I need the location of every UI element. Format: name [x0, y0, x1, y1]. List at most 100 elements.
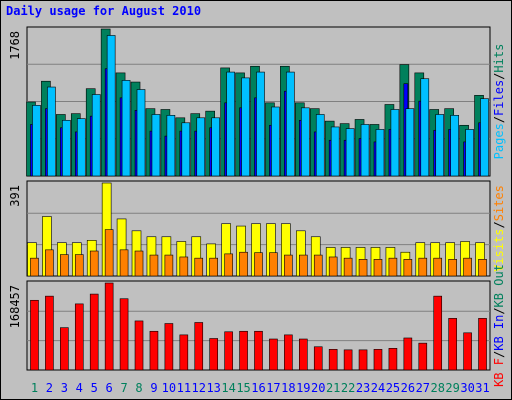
bar-2-0-20: [313, 346, 323, 371]
max-label-0: 1768: [8, 31, 22, 60]
bar-1-1-20: [313, 254, 323, 277]
bar-0-2-8: [136, 89, 146, 177]
bar-0-2-14: [226, 71, 235, 177]
bar-0-2-22: [345, 128, 355, 177]
bar-0-2-11: [181, 122, 191, 177]
bar-0-2-25: [390, 109, 400, 177]
day-label-27: 27: [416, 381, 430, 395]
bar-0-2-2: [47, 86, 56, 177]
day-label-30: 30: [460, 381, 474, 395]
bar-1-1-7: [119, 249, 129, 277]
day-label-29: 29: [445, 381, 459, 395]
bar-2-0-15: [239, 330, 248, 371]
bar-0-2-3: [62, 119, 71, 177]
bar-1-1-22: [343, 257, 353, 277]
bar-0-2-21: [330, 126, 340, 177]
day-label-16: 16: [251, 381, 265, 395]
bar-0-2-13: [211, 117, 220, 177]
bar-1-1-17: [269, 252, 278, 277]
bar-2-0-28: [433, 295, 443, 371]
bar-2-0-9: [149, 330, 159, 371]
day-label-20: 20: [311, 381, 325, 395]
day-label-10: 10: [162, 381, 176, 395]
day-label-1: 1: [31, 381, 38, 395]
bar-0-2-15: [241, 77, 250, 177]
bar-1-1-10: [164, 254, 174, 277]
bar-1-1-23: [358, 259, 368, 277]
day-label-14: 14: [221, 381, 235, 395]
day-label-11: 11: [177, 381, 191, 395]
bar-2-0-4: [74, 303, 84, 371]
day-label-28: 28: [430, 381, 444, 395]
day-label-9: 9: [150, 381, 157, 395]
day-label-4: 4: [76, 381, 83, 395]
bar-1-1-6: [104, 229, 114, 277]
bar-1-1-13: [209, 257, 218, 277]
bar-2-0-11: [179, 334, 189, 371]
bar-0-2-9: [151, 114, 161, 177]
bar-2-0-8: [134, 320, 144, 371]
bar-1-1-29: [448, 259, 457, 277]
bar-0-2-17: [271, 106, 280, 177]
day-label-18: 18: [281, 381, 295, 395]
day-label-7: 7: [120, 381, 127, 395]
bar-2-0-27: [418, 342, 428, 371]
bar-1-1-24: [373, 259, 383, 277]
bar-2-0-31: [478, 318, 487, 371]
day-label-8: 8: [135, 381, 142, 395]
bar-2-0-29: [448, 318, 457, 371]
day-label-31: 31: [475, 381, 489, 395]
bar-2-0-7: [119, 298, 129, 371]
day-label-2: 2: [46, 381, 53, 395]
bar-0-2-26: [405, 108, 415, 177]
day-label-26: 26: [401, 381, 415, 395]
bar-0-2-24: [375, 129, 385, 177]
bar-0-2-27: [420, 78, 430, 177]
day-label-23: 23: [356, 381, 370, 395]
bar-0-2-10: [166, 115, 176, 177]
day-label-3: 3: [61, 381, 68, 395]
bar-1-1-19: [299, 254, 308, 277]
bar-2-0-10: [164, 323, 174, 371]
bar-2-0-18: [284, 334, 293, 371]
bar-0-2-20: [315, 114, 325, 177]
bar-1-1-8: [134, 250, 144, 277]
bar-2-0-5: [89, 293, 99, 371]
bar-2-0-17: [269, 338, 278, 371]
bar-1-1-26: [403, 259, 413, 277]
bar-2-0-16: [254, 330, 263, 371]
bar-2-0-21: [328, 349, 338, 371]
chart-title: Daily usage for August 2010: [6, 4, 202, 18]
bar-0-2-18: [286, 71, 295, 177]
day-label-19: 19: [296, 381, 310, 395]
bar-0-2-12: [196, 117, 206, 177]
bar-2-0-25: [388, 348, 398, 371]
bar-1-1-12: [194, 257, 204, 277]
bar-2-0-23: [358, 349, 368, 371]
day-label-24: 24: [371, 381, 385, 395]
day-label-6: 6: [106, 381, 113, 395]
bar-2-0-22: [343, 349, 353, 371]
bar-2-0-24: [373, 349, 383, 371]
legend-1: Visits/Sites: [492, 185, 506, 272]
bar-1-1-30: [463, 257, 472, 277]
bar-1-1-31: [478, 259, 487, 277]
day-label-13: 13: [206, 381, 220, 395]
day-label-15: 15: [236, 381, 250, 395]
max-label-1: 391: [8, 185, 22, 207]
day-label-5: 5: [91, 381, 98, 395]
bar-0-2-31: [480, 98, 489, 177]
bar-2-0-19: [299, 338, 308, 371]
bar-1-1-28: [433, 257, 443, 277]
bar-1-1-18: [284, 254, 293, 277]
bar-0-2-5: [91, 94, 101, 177]
bar-1-1-11: [179, 256, 189, 277]
bar-0-2-16: [256, 71, 265, 177]
bar-2-0-12: [194, 322, 204, 371]
bar-1-1-27: [418, 257, 428, 277]
bar-1-1-4: [74, 254, 84, 277]
bar-2-0-30: [463, 332, 472, 371]
bar-0-2-6: [106, 35, 116, 177]
bar-2-0-1: [30, 299, 39, 371]
